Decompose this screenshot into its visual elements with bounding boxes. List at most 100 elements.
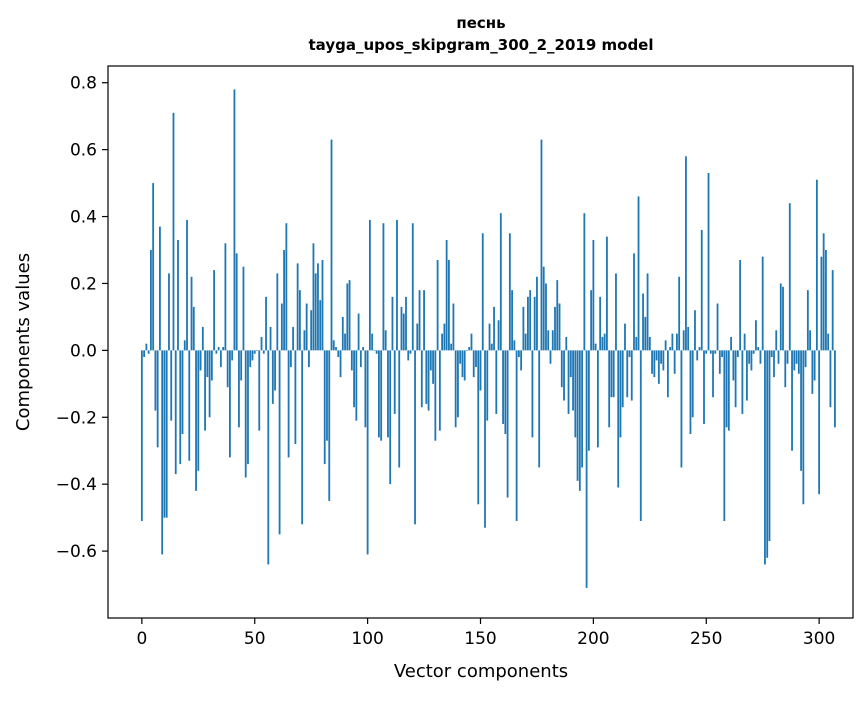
bar [560, 350, 563, 388]
bar [344, 333, 346, 351]
bar [382, 223, 385, 351]
bar [657, 350, 660, 384]
bar [576, 350, 579, 481]
bar [730, 336, 732, 351]
bar [402, 313, 405, 351]
bar [387, 350, 389, 438]
bar [615, 273, 617, 351]
bar [809, 330, 812, 351]
bar [145, 343, 148, 351]
bar [260, 336, 263, 351]
bar [468, 347, 471, 351]
bar [770, 350, 773, 358]
bar [745, 350, 748, 401]
bar [813, 350, 816, 381]
bar [558, 303, 561, 351]
bar [499, 213, 502, 351]
bar [736, 350, 739, 358]
bar [429, 350, 432, 371]
y-tick-label: 0.4 [70, 208, 97, 228]
bar [181, 350, 184, 434]
x-tick-label: 300 [803, 629, 835, 649]
bar [217, 347, 220, 351]
bar [490, 343, 493, 351]
x-tick-label: 100 [351, 629, 383, 649]
bar [310, 310, 313, 351]
bar [676, 333, 678, 351]
bar [687, 326, 690, 351]
bar [425, 350, 428, 404]
bar [635, 336, 638, 351]
bar [454, 350, 457, 428]
bar [791, 350, 793, 451]
bar [581, 350, 583, 468]
bar [186, 219, 188, 351]
bar [822, 233, 825, 351]
bar [326, 350, 328, 441]
bar [834, 350, 836, 428]
bar [784, 350, 787, 388]
bar [578, 350, 581, 491]
bar [506, 350, 509, 498]
bar [301, 350, 304, 525]
bar [341, 316, 344, 351]
bar [240, 350, 243, 381]
bar [493, 306, 495, 351]
bar [332, 340, 335, 351]
bar [536, 276, 538, 351]
bar [804, 350, 807, 368]
bar [269, 326, 272, 351]
bar [563, 350, 565, 401]
bar [788, 203, 791, 351]
chart-title-line2: tayga_upos_skipgram_300_2_2019 model [309, 36, 654, 54]
bar [420, 350, 423, 408]
bar [296, 263, 299, 351]
bar [195, 350, 197, 491]
bar [660, 350, 663, 364]
bar [825, 250, 827, 351]
bar [229, 350, 231, 458]
bar [689, 350, 692, 434]
bar [610, 350, 613, 398]
bar [224, 243, 227, 351]
bar [639, 350, 642, 521]
bar [642, 293, 644, 351]
bar [152, 183, 155, 351]
bar [409, 350, 412, 354]
bar [651, 350, 653, 374]
bar [384, 330, 387, 351]
bar [373, 350, 376, 351]
bar [732, 350, 735, 381]
bar [350, 350, 353, 371]
bar [590, 290, 593, 351]
y-tick-label: −0.6 [56, 542, 97, 562]
bar [545, 283, 547, 351]
bar [671, 333, 674, 351]
bar [285, 223, 288, 351]
bar [427, 350, 430, 411]
bar [718, 350, 721, 374]
y-tick-label: 0.8 [70, 74, 97, 94]
bar [779, 283, 782, 351]
bar [170, 350, 173, 421]
bar [504, 350, 507, 434]
bar [147, 350, 150, 354]
bar [457, 350, 459, 418]
bar [213, 270, 216, 351]
bar [450, 343, 453, 351]
bar [502, 350, 504, 424]
x-tick-label: 150 [464, 629, 496, 649]
bar [626, 350, 629, 398]
bar [364, 350, 367, 428]
bar [459, 350, 462, 364]
bar [242, 266, 245, 351]
bar [495, 350, 498, 414]
bar [472, 350, 475, 378]
bar [533, 296, 536, 351]
bar [357, 313, 360, 351]
bar [321, 260, 324, 351]
bar [463, 350, 466, 381]
bar [524, 333, 527, 351]
bar [508, 233, 511, 351]
y-tick-label: 0.2 [70, 274, 97, 294]
